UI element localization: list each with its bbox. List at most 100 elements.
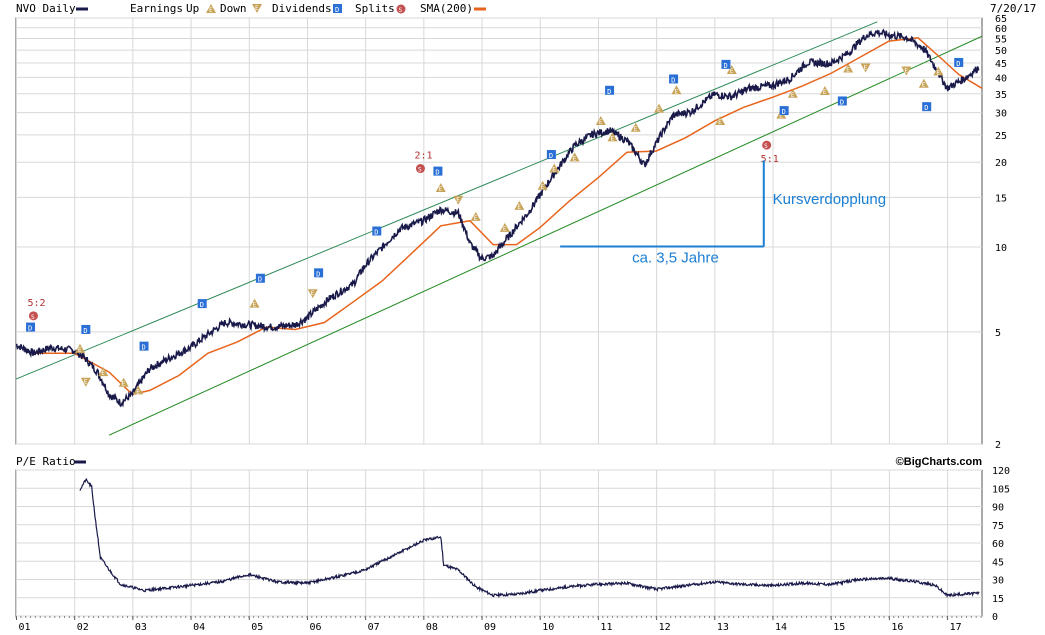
svg-text:E: E <box>101 370 105 377</box>
svg-text:D: D <box>549 152 553 160</box>
earnings-up-marker: E <box>671 85 682 95</box>
x-tick-label: 17 <box>950 622 962 633</box>
price-y-tick-label: 35 <box>995 90 1007 101</box>
x-tick-label: 10 <box>542 622 554 633</box>
split-marker: S 5:2 <box>27 298 45 321</box>
price-y-tick-label: 60 <box>995 24 1007 35</box>
svg-text:E: E <box>599 119 603 126</box>
x-tick-label: 08 <box>426 622 438 633</box>
svg-text:D: D <box>258 276 262 284</box>
svg-text:S: S <box>764 143 768 150</box>
legend-earnings: Earnings <box>130 2 183 15</box>
svg-text:E: E <box>610 135 614 142</box>
price-y-tick-label: 40 <box>995 73 1007 84</box>
svg-text:E: E <box>823 89 827 96</box>
pe-y-tick-label: 120 <box>992 466 1010 477</box>
svg-text:D: D <box>316 270 320 278</box>
x-tick-label: 04 <box>193 622 205 633</box>
earnings-up-marker: E <box>787 88 798 99</box>
earnings-up-marker: E <box>133 385 144 395</box>
earnings-up-marker: E <box>75 343 86 354</box>
price-y-tick-label: 50 <box>995 46 1007 57</box>
price-y-tick-label: 30 <box>995 109 1007 120</box>
x-tick-label: 05 <box>251 622 263 633</box>
x-tick-label: 11 <box>600 622 612 633</box>
svg-text:E: E <box>474 215 478 222</box>
price-chart-legend: NVO Daily Earnings Up E Down E Dividends… <box>16 2 1036 15</box>
annotations: Kursverdopplung ca. 3,5 Jahre <box>560 160 886 266</box>
price-y-tick-label: 2 <box>995 440 1001 451</box>
svg-text:E: E <box>253 302 257 309</box>
legend-sma: SMA(200) <box>420 2 473 15</box>
price-y-tick-label: 20 <box>995 158 1007 169</box>
svg-text:E: E <box>864 65 868 72</box>
earnings-up-marker: E <box>499 222 510 233</box>
earnings-up-marker: E <box>537 180 548 191</box>
svg-text:E: E <box>730 68 734 75</box>
legend-earnings-up: Up <box>186 2 199 15</box>
earnings-up-marker: E <box>654 103 665 114</box>
svg-text:D: D <box>924 104 928 112</box>
svg-text:E: E <box>573 155 577 162</box>
earnings-up-icon: E <box>206 4 216 14</box>
price-y-tick-label: 15 <box>995 193 1007 204</box>
sma-layer <box>33 37 983 396</box>
earnings-up-marker: E <box>549 163 560 174</box>
svg-text:D: D <box>335 6 339 14</box>
legend-splits: Splits <box>355 2 395 15</box>
svg-text:S: S <box>418 167 422 174</box>
sma-line <box>33 37 983 396</box>
pe-y-axis: 0 15 30 45 60 75 90 105 120 <box>992 466 1010 623</box>
dividend-marker: D <box>721 59 731 70</box>
svg-text:E: E <box>657 107 661 114</box>
svg-text:E: E <box>904 67 908 74</box>
pe-y-tick-label: 60 <box>992 539 1004 550</box>
svg-text:D: D <box>142 344 146 352</box>
dividend-icon: D <box>333 4 342 14</box>
earnings-up-marker: E <box>595 116 606 126</box>
earnings-up-marker: E <box>843 63 854 74</box>
svg-text:D: D <box>83 327 87 335</box>
svg-text:E: E <box>209 7 213 14</box>
price-plot-area <box>15 17 983 445</box>
trendlines <box>15 21 983 436</box>
svg-text:E: E <box>922 82 926 89</box>
x-tick-label: 15 <box>833 622 845 633</box>
pe-y-tick-label: 90 <box>992 503 1004 514</box>
price-y-tick-label: 55 <box>995 34 1007 45</box>
chart-title: NVO Daily <box>16 2 76 15</box>
dividend-marker: D <box>433 166 443 177</box>
event-markers: S 5:2 S 2:1 S 5:1 E E E E E E E E E E E E E E E E E E E E E E E E E E E E… <box>26 57 964 395</box>
svg-text:E: E <box>503 226 507 233</box>
svg-text:E: E <box>136 388 140 395</box>
pe-y-tick-label: 15 <box>992 594 1004 605</box>
earnings-down-icon: E <box>252 4 262 13</box>
pe-grid <box>16 469 982 617</box>
svg-text:D: D <box>374 229 378 237</box>
svg-text:E: E <box>846 67 850 74</box>
pe-y-tick-label: 75 <box>992 521 1004 532</box>
dividend-marker: D <box>372 226 382 237</box>
svg-text:E: E <box>517 204 521 211</box>
dividend-marker: D <box>922 102 932 112</box>
earnings-up-marker: E <box>435 183 446 193</box>
dividend-marker: D <box>605 85 615 96</box>
annotation-duration: ca. 3,5 Jahre <box>632 249 719 266</box>
price-y-tick-label: 10 <box>995 243 1007 254</box>
svg-text:E: E <box>541 184 545 191</box>
earnings-down-marker: E <box>901 66 912 76</box>
pe-y-tick-label: 30 <box>992 576 1004 587</box>
dividend-marker: D <box>314 268 324 278</box>
svg-text:E: E <box>122 381 126 388</box>
x-tick-label: 14 <box>775 622 787 633</box>
pe-line <box>79 477 980 599</box>
svg-text:E: E <box>552 167 556 174</box>
price-y-tick-label: 45 <box>995 59 1007 70</box>
earnings-down-marker: E <box>80 377 91 387</box>
dividend-marker: D <box>255 273 265 284</box>
split-label: 5:1 <box>761 154 779 165</box>
pe-panel: 0 15 30 45 60 75 90 105 120 <box>15 466 1010 623</box>
earnings-up-marker: E <box>514 200 525 211</box>
split-marker: S 5:1 <box>761 140 779 165</box>
